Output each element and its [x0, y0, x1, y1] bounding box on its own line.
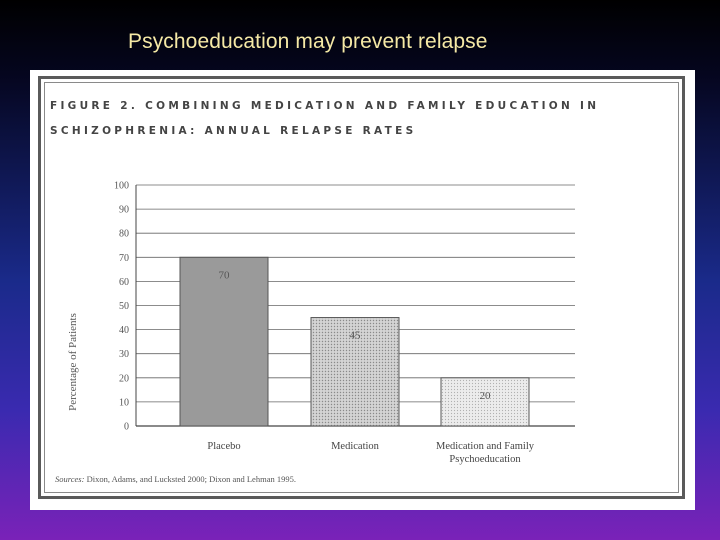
- x-tick-label: Medication: [331, 441, 380, 452]
- y-tick-label: 50: [119, 301, 129, 312]
- y-tick-label: 0: [124, 422, 129, 433]
- y-tick-label: 100: [114, 181, 129, 192]
- figure-frame-inner: [44, 82, 679, 493]
- y-tick-label: 80: [119, 229, 129, 240]
- bar-3: [440, 377, 530, 427]
- y-tick-label: 70: [119, 253, 129, 264]
- bar-1: [179, 256, 269, 427]
- x-tick-label: Placebo: [207, 441, 240, 452]
- y-tick-label: 20: [119, 373, 129, 384]
- y-tick-label: 30: [119, 349, 129, 360]
- bar-value-label: 70: [219, 269, 231, 281]
- bar-value-label: 45: [350, 330, 362, 342]
- bar-2: [310, 317, 400, 427]
- x-tick-label: Medication and Family Psychoeducation: [436, 441, 535, 465]
- source-text: Dixon, Adams, and Lucksted 2000; Dixon a…: [86, 474, 296, 484]
- figure-panel: FIGURE 2. COMBINING MEDICATION AND FAMIL…: [30, 70, 695, 510]
- figure-title-line2: SCHIZOPHRENIA: ANNUAL RELAPSE RATES: [50, 125, 417, 137]
- y-tick-label: 10: [119, 397, 129, 408]
- y-tick-label: 40: [119, 325, 129, 336]
- figure-frame: [38, 76, 685, 499]
- slide-title: Psychoeducation may prevent relapse: [128, 30, 488, 53]
- y-axis-label: Percentage of Patients: [67, 313, 79, 411]
- bar-chart: 0 10 20 30 40 50 60 70 80 90 100 70 Placebo 45 Medica…: [67, 181, 575, 465]
- source-label: Sources:: [55, 474, 85, 484]
- y-tick-label: 90: [119, 205, 129, 216]
- y-tick-label: 60: [119, 277, 129, 288]
- figure-title-line1: FIGURE 2. COMBINING MEDICATION AND FAMIL…: [50, 100, 600, 112]
- figure-source: Sources: Dixon, Adams, and Lucksted 2000…: [55, 474, 296, 484]
- bar-value-label: 20: [480, 390, 492, 402]
